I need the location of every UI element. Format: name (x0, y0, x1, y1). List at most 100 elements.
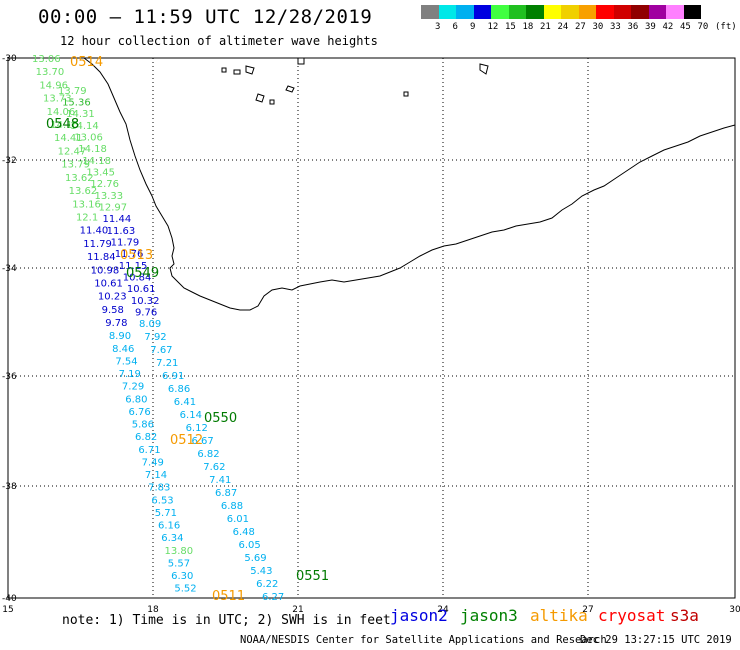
wave-value: 6.87 (215, 488, 237, 499)
wave-value: 13.79 (58, 86, 87, 97)
wave-value: 6.82 (135, 432, 157, 443)
pass-label: 0550 (204, 411, 237, 426)
wave-value: 6.01 (227, 514, 249, 525)
legend-swatch (561, 5, 579, 19)
wave-value: 6.91 (162, 371, 184, 382)
wave-value: 12.1 (76, 212, 98, 223)
wave-value: 15.36 (62, 97, 91, 108)
wave-value: 13.16 (72, 199, 101, 210)
legend-swatch (613, 5, 631, 19)
wave-value: 10.61 (94, 278, 123, 289)
wave-value: 6.86 (168, 384, 190, 395)
legend-swatch (648, 5, 666, 19)
legend-swatch (473, 5, 491, 19)
lat-tick-label: -40 (2, 594, 17, 604)
legend-label: 18 (522, 22, 534, 32)
wave-value: 9.76 (135, 307, 157, 318)
legend-swatch (438, 5, 456, 19)
wave-value: 6.14 (180, 410, 202, 421)
legend-label: 33 (610, 22, 621, 32)
legend-swatch (596, 5, 614, 19)
wave-value: 14.31 (66, 109, 95, 120)
wave-value: 11.79 (83, 239, 112, 250)
wave-value: 13.62 (65, 173, 94, 184)
legend-swatch (578, 5, 596, 19)
wave-value: 7.14 (145, 470, 167, 481)
wave-value: 14.15 (50, 120, 79, 131)
wave-value: 6.16 (158, 521, 180, 532)
legend-label: 36 (627, 22, 639, 32)
wave-value: 13.45 (86, 167, 115, 178)
wave-value: 10.98 (91, 265, 120, 276)
legend-label: 15 (505, 22, 516, 32)
lon-tick-label: 30 (729, 605, 740, 615)
wave-value: 13.79 (61, 160, 90, 171)
wave-value: 6.82 (197, 449, 219, 460)
island-outlines (221, 57, 489, 105)
legend-swatch (491, 5, 509, 19)
wave-value: 7.19 (119, 369, 141, 380)
map-border (7, 57, 736, 599)
wave-value: 6.34 (161, 533, 183, 544)
legend-label: 30 (592, 22, 604, 32)
legend-label: 27 (575, 22, 586, 32)
wave-value: 14.18 (78, 144, 107, 155)
wave-value: 5.69 (244, 553, 266, 564)
pass-label: 0513 (120, 248, 153, 263)
lat-tick-label: -32 (2, 156, 17, 166)
wave-value: 10.23 (98, 292, 127, 303)
satellite-s3a: s3a (670, 606, 699, 625)
wave-value: 13.73 (43, 94, 72, 105)
wave-value: 7.67 (150, 345, 172, 356)
lon-tick-label: 27 (582, 605, 593, 615)
legend-swatch (631, 5, 649, 19)
wave-value: 8.90 (109, 331, 131, 342)
lon-tick-label: 18 (147, 605, 159, 615)
wave-value: 13.06 (32, 54, 61, 65)
wave-value: 11.40 (80, 226, 109, 237)
wave-value: 6.88 (221, 501, 243, 512)
wave-value: 7.29 (122, 382, 144, 393)
legend-swatch (526, 5, 544, 19)
wave-value: 11.79 (111, 237, 140, 248)
wave-value: 6.30 (171, 571, 193, 582)
legend-swatch (508, 5, 526, 19)
legend-swatch (683, 5, 701, 19)
wave-value: 6.67 (191, 436, 213, 447)
footer-note: note: 1) Time is in UTC; 2) SWH is in fe… (62, 613, 391, 628)
wave-value: 7.62 (203, 462, 225, 473)
lat-tick-label: -38 (2, 482, 17, 492)
lat-tick-label: -36 (2, 372, 17, 382)
satellite-altika: altika (530, 606, 588, 625)
wave-value: 6.80 (125, 394, 147, 405)
wave-value: 11.63 (107, 226, 136, 237)
wave-value: 14.96 (39, 80, 68, 91)
wave-value: 13.62 (69, 186, 98, 197)
legend-label: 21 (540, 22, 551, 32)
wave-value: 5.57 (168, 558, 190, 569)
wave-value: 6.48 (233, 527, 255, 538)
color-scale-bar (421, 5, 701, 19)
satellite-jason2: jason2 (390, 606, 448, 625)
legend-swatch (456, 5, 474, 19)
legend-label: (ft) (715, 22, 737, 32)
legend-label: 45 (680, 22, 691, 32)
wave-value: 11.15 (119, 261, 148, 272)
lon-tick-label: 15 (2, 605, 13, 615)
wave-value: 14.14 (70, 121, 99, 132)
wave-value: 5.71 (155, 508, 177, 519)
wave-value: 13.80 (165, 546, 194, 557)
wave-value: 7.49 (142, 457, 164, 468)
wave-value: 10.61 (127, 284, 156, 295)
legend-label: 12 (487, 22, 499, 32)
legend-swatch (421, 5, 439, 19)
wave-value: 9.78 (105, 318, 127, 329)
wave-value: 6.05 (238, 540, 260, 551)
wave-value: 6.76 (128, 407, 150, 418)
legend-swatch (543, 5, 561, 19)
legend-label: 24 (557, 22, 569, 32)
wave-value: 12.76 (90, 179, 119, 190)
pass-label: 0549 (126, 266, 159, 281)
